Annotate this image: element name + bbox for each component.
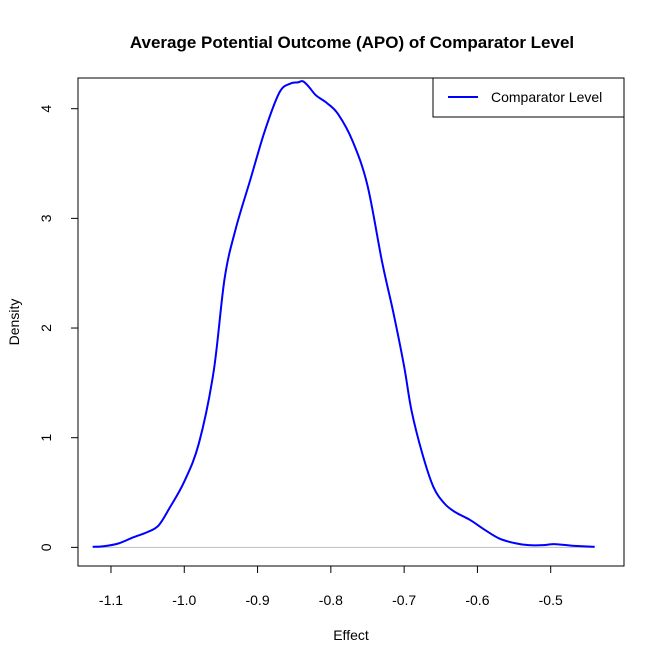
legend-box bbox=[432, 77, 625, 118]
series-line bbox=[92, 80, 595, 548]
x-tick-label: -0.8 bbox=[319, 592, 343, 608]
y-axis-label: Density bbox=[6, 299, 22, 346]
x-tick-label: -0.6 bbox=[465, 592, 489, 608]
y-tick-label: 4 bbox=[38, 105, 54, 113]
x-axis: -1.1 -1.0 -0.9 -0.8 -0.7 -0.6 -0.5 bbox=[99, 565, 563, 608]
x-tick-label: -0.7 bbox=[392, 592, 416, 608]
y-tick-label: 2 bbox=[38, 324, 54, 332]
x-tick-label: -1.1 bbox=[99, 592, 123, 608]
y-tick-label: 0 bbox=[38, 543, 54, 551]
legend: Comparator Level bbox=[432, 77, 625, 118]
chart-title: Average Potential Outcome (APO) of Compa… bbox=[130, 33, 574, 52]
y-tick-label: 3 bbox=[38, 214, 54, 222]
x-tick-label: -0.9 bbox=[245, 592, 269, 608]
y-axis: 0 1 2 3 4 bbox=[38, 105, 79, 551]
x-tick-label: -1.0 bbox=[172, 592, 196, 608]
series-layer bbox=[92, 80, 595, 548]
legend-label: Comparator Level bbox=[491, 89, 602, 105]
x-axis-label: Effect bbox=[333, 627, 369, 643]
x-tick-label: -0.5 bbox=[539, 592, 563, 608]
y-tick-label: 1 bbox=[38, 434, 54, 442]
